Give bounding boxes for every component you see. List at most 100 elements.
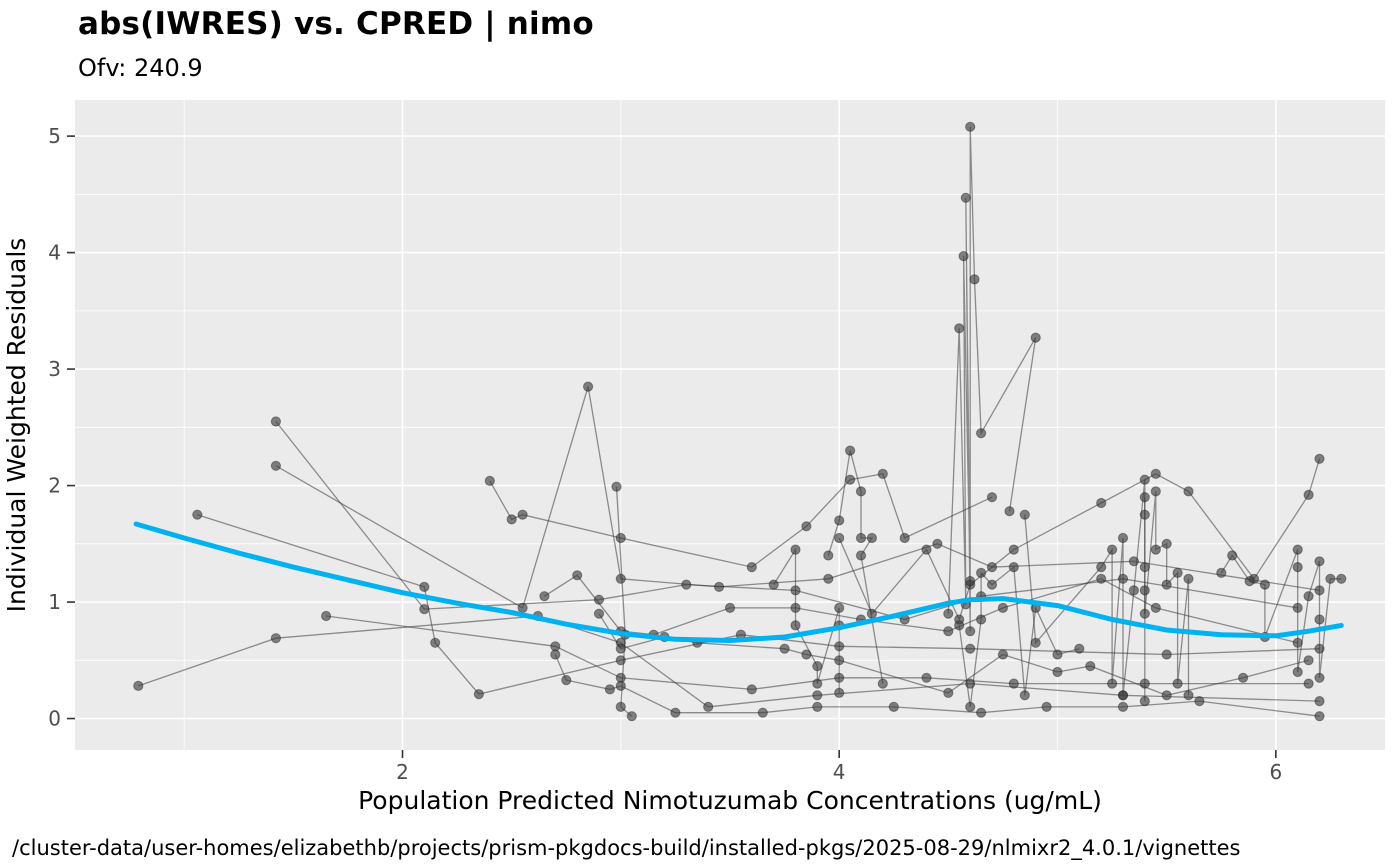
data-point <box>866 608 878 619</box>
data-point <box>615 655 626 666</box>
data-point <box>746 562 757 573</box>
data-point <box>1303 655 1314 666</box>
data-point <box>1139 696 1150 707</box>
data-point <box>611 481 622 492</box>
data-point <box>965 643 976 654</box>
data-point <box>834 532 845 544</box>
y-tick-label: 2 <box>48 474 61 498</box>
data-point <box>921 544 932 555</box>
chart-title: abs(IWRES) vs. CPRED | nimo <box>78 6 594 42</box>
x-tick-label: 2 <box>396 760 409 784</box>
data-point <box>561 675 572 686</box>
y-tick-label: 0 <box>48 707 61 731</box>
data-point <box>834 672 845 683</box>
data-point <box>1183 486 1194 497</box>
data-point <box>430 637 441 648</box>
data-point <box>965 576 976 587</box>
data-point <box>593 594 605 605</box>
data-point <box>1117 573 1129 584</box>
minor-gridlines <box>75 100 1385 750</box>
data-point <box>986 579 998 590</box>
data-point <box>703 701 714 713</box>
data-point <box>997 602 1009 614</box>
data-points <box>133 121 1347 722</box>
x-axis-label: Population Predicted Nimotuzumab Concent… <box>358 786 1102 815</box>
data-point <box>1139 562 1150 573</box>
data-point <box>986 562 998 573</box>
data-point <box>1292 637 1303 648</box>
data-point <box>1139 678 1150 689</box>
data-point <box>419 581 430 592</box>
data-point <box>921 672 932 683</box>
data-point <box>1194 696 1205 707</box>
y-tick-label: 1 <box>48 590 61 614</box>
data-point <box>539 591 550 602</box>
data-point <box>855 532 867 544</box>
data-point <box>670 707 681 718</box>
data-point <box>681 579 692 590</box>
data-point <box>954 323 965 334</box>
data-point <box>997 649 1009 660</box>
subject-line <box>489 473 993 568</box>
subject-line <box>947 126 1037 632</box>
data-point <box>1314 453 1325 464</box>
smooth-loess-line <box>133 521 1344 643</box>
data-point <box>1336 573 1347 584</box>
data-point <box>943 687 954 699</box>
data-point <box>1019 509 1030 520</box>
file-path-caption: /cluster-data/user-homes/elizabethb/proj… <box>12 836 1241 860</box>
data-point <box>1096 497 1107 509</box>
data-point <box>976 614 987 625</box>
y-tick-label: 3 <box>48 357 61 381</box>
data-point <box>1292 666 1303 678</box>
data-point <box>1161 649 1172 660</box>
data-point <box>1238 672 1249 683</box>
data-point <box>812 661 823 672</box>
data-point <box>517 602 528 614</box>
data-point <box>943 626 954 637</box>
data-point <box>1030 332 1041 343</box>
data-point <box>604 684 616 695</box>
data-point <box>1117 701 1129 713</box>
data-point <box>1183 573 1194 584</box>
y-tick-labels: 0 1 2 3 4 5 <box>48 124 61 730</box>
data-point <box>1314 696 1325 707</box>
data-point <box>943 608 954 619</box>
data-point <box>517 509 528 520</box>
data-point <box>270 633 281 644</box>
data-point <box>626 711 637 722</box>
x-tick-label: 4 <box>833 760 846 784</box>
data-point <box>1303 489 1314 500</box>
data-point <box>834 602 845 614</box>
data-point <box>615 643 626 654</box>
data-point <box>790 620 801 631</box>
data-point <box>834 687 845 699</box>
data-point <box>1139 509 1150 520</box>
data-point <box>834 655 845 666</box>
data-point <box>954 620 965 631</box>
data-point <box>583 381 594 392</box>
data-point <box>1227 550 1238 561</box>
data-point <box>1139 585 1150 596</box>
data-point <box>1117 532 1129 544</box>
data-point <box>812 678 823 689</box>
data-point <box>1314 711 1325 722</box>
data-point <box>1292 562 1303 573</box>
data-point <box>1008 562 1019 573</box>
data-point <box>757 707 768 718</box>
data-point <box>1183 690 1194 701</box>
data-point <box>133 680 144 692</box>
data-point <box>768 579 779 590</box>
data-point <box>506 514 517 525</box>
data-point <box>1019 690 1030 701</box>
data-point <box>1139 474 1150 485</box>
data-point <box>593 608 605 619</box>
data-point <box>1008 544 1019 555</box>
data-point <box>801 521 812 532</box>
data-point <box>1150 602 1161 614</box>
data-point <box>1161 538 1172 549</box>
x-tick-labels: 2 4 6 <box>396 760 1282 784</box>
data-point <box>1161 579 1172 590</box>
data-point <box>1150 486 1161 497</box>
